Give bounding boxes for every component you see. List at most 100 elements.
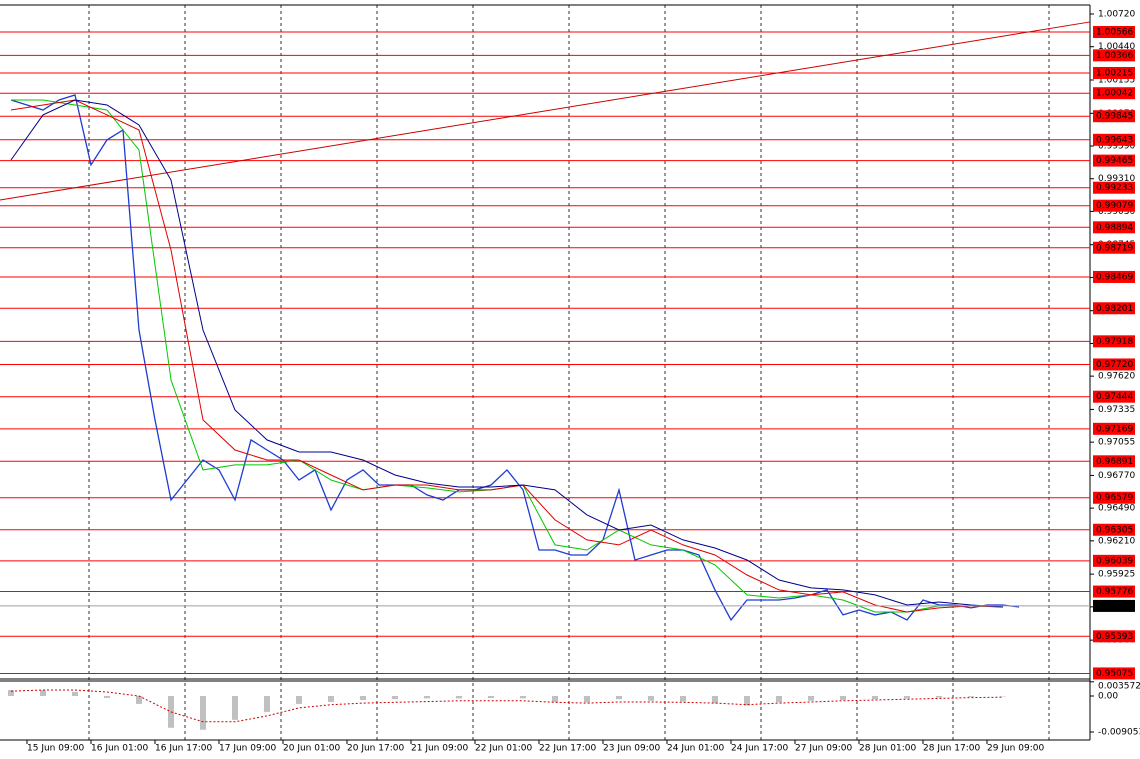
histogram-bar — [392, 695, 398, 700]
histogram-bar — [872, 695, 878, 700]
x-tick-label: 28 Jun 17:00 — [923, 744, 980, 754]
level-label-box — [1093, 667, 1135, 680]
level-label: 0.98201 — [1096, 304, 1133, 314]
level-label-box — [1093, 49, 1135, 62]
x-tick-label: 21 Jun 09:00 — [411, 744, 468, 754]
signal-line — [10, 689, 1004, 723]
x-tick-label: 28 Jun 01:00 — [859, 744, 916, 754]
histogram-bar — [552, 695, 558, 702]
histogram-bar — [648, 695, 654, 701]
histogram-bar — [360, 695, 366, 700]
level-label-box — [1093, 181, 1135, 194]
y-tick-label: 1.00440 — [1098, 42, 1135, 52]
y-tick-label: 1.00720 — [1098, 9, 1135, 19]
current-price-label: 0.95653 — [1096, 601, 1133, 611]
histogram-bar — [968, 695, 974, 697]
level-label-box — [1093, 199, 1135, 212]
y-tick-label: 0.003572 — [1098, 682, 1140, 692]
x-tick-label: 16 Jun 17:00 — [155, 744, 212, 754]
histogram-bar — [72, 692, 78, 696]
y-tick-label: 0.95925 — [1098, 570, 1135, 580]
level-label-box — [1093, 25, 1135, 38]
level-label: 1.00042 — [1096, 89, 1133, 99]
histogram-bar — [264, 695, 270, 712]
level-label: 0.95393 — [1096, 632, 1133, 642]
histogram-bar — [840, 695, 846, 700]
x-tick-label: 24 Jun 01:00 — [667, 744, 724, 754]
trend-line — [0, 21, 1091, 201]
histogram-bar — [584, 695, 590, 703]
y-tick-label: 1.00155 — [1098, 75, 1135, 85]
level-label: 0.95075 — [1096, 669, 1133, 679]
level-label: 0.97918 — [1096, 337, 1133, 347]
level-label: 0.96579 — [1096, 493, 1133, 503]
y-tick-label: 0.00 — [1098, 691, 1118, 701]
histogram-bar — [712, 695, 718, 704]
y-tick-label: 0.99590 — [1098, 142, 1135, 152]
level-label-box — [1093, 133, 1135, 146]
histogram-bar — [520, 695, 526, 699]
histogram-bar — [776, 695, 782, 703]
level-label: 0.96039 — [1096, 556, 1133, 566]
x-tick-label: 24 Jun 17:00 — [731, 744, 788, 754]
level-label-box — [1093, 87, 1135, 100]
level-label: 0.99079 — [1096, 201, 1133, 211]
y-tick-label: -0.009053 — [1098, 727, 1140, 737]
y-tick-label: 0.97055 — [1098, 438, 1135, 448]
y-tick-label: 0.96490 — [1098, 504, 1135, 514]
histogram-bar — [936, 695, 942, 698]
level-label-box — [1093, 630, 1135, 643]
histogram-bar — [488, 695, 494, 698]
histogram-bar — [200, 695, 206, 730]
level-label-box — [1093, 358, 1135, 371]
level-label-box — [1093, 585, 1135, 598]
level-label: 0.98469 — [1096, 272, 1133, 282]
histogram-bar — [904, 695, 910, 699]
histogram-bar — [104, 695, 110, 698]
level-label: 1.00566 — [1096, 27, 1133, 37]
level-label-box — [1093, 66, 1135, 79]
x-tick-label: 15 Jun 09:00 — [27, 744, 84, 754]
x-tick-label: 20 Jun 01:00 — [283, 744, 340, 754]
level-label-box — [1093, 110, 1135, 123]
y-tick-label: 0.96770 — [1098, 471, 1135, 481]
level-label-box — [1093, 491, 1135, 504]
histogram-bar — [616, 695, 622, 700]
x-tick-label: 23 Jun 09:00 — [603, 744, 660, 754]
y-tick-label: 0.96210 — [1098, 536, 1135, 546]
level-label: 0.96891 — [1096, 457, 1133, 467]
current-price-box — [1093, 599, 1135, 612]
histogram-bar — [808, 695, 814, 701]
level-label-box — [1093, 390, 1135, 403]
histogram-bar — [8, 690, 14, 696]
level-label: 0.97169 — [1096, 424, 1133, 434]
level-label-box — [1093, 554, 1135, 567]
y-tick-label: 0.97335 — [1098, 405, 1135, 415]
moving-average — [10, 99, 1004, 608]
level-label: 0.99233 — [1096, 183, 1133, 193]
histogram-bar — [136, 695, 142, 704]
histogram-bar — [328, 695, 334, 702]
x-tick-label: 16 Jun 01:00 — [91, 744, 148, 754]
x-tick-label: 17 Jun 09:00 — [219, 744, 276, 754]
histogram-bar — [296, 695, 302, 704]
level-label-box — [1093, 523, 1135, 536]
level-label: 0.98719 — [1096, 243, 1133, 253]
level-label-box — [1093, 302, 1135, 315]
x-tick-label: 22 Jun 17:00 — [539, 744, 596, 754]
level-label: 0.99845 — [1096, 112, 1133, 122]
y-tick-label: 0.99030 — [1098, 207, 1135, 217]
moving-average — [10, 99, 1004, 613]
level-label: 0.98894 — [1096, 223, 1133, 233]
y-tick-label: 0.99310 — [1098, 174, 1135, 184]
y-tick-label: 0.97620 — [1098, 372, 1135, 382]
x-tick-label: 20 Jun 17:00 — [347, 744, 404, 754]
level-label: 0.99643 — [1096, 135, 1133, 145]
histogram-bar — [680, 695, 686, 702]
level-label-box — [1093, 221, 1135, 234]
level-label-box — [1093, 154, 1135, 167]
histogram-bar — [232, 695, 238, 720]
level-label: 0.96305 — [1096, 525, 1133, 535]
histogram-bar — [744, 695, 750, 706]
